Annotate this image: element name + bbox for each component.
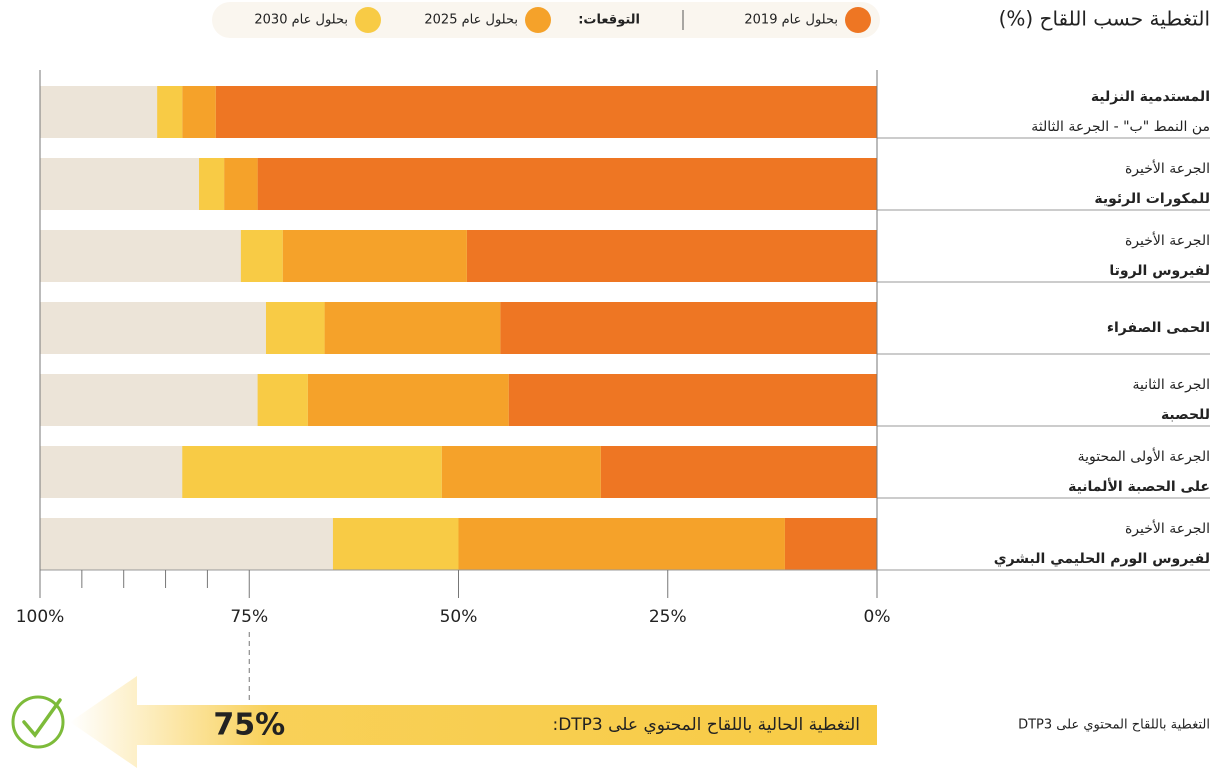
bar-segment — [458, 518, 785, 570]
bar-segment — [441, 446, 601, 498]
bar-segment — [157, 86, 183, 138]
reference-value: 75% — [213, 708, 285, 743]
bar-segment — [265, 302, 325, 354]
check-mark — [22, 698, 62, 738]
x-tick-label: 25% — [649, 607, 687, 627]
x-tick-label: 50% — [440, 607, 478, 627]
bar-segment — [224, 158, 258, 210]
category-label: من النمط "ب" - الجرعة الثالثة — [1031, 119, 1210, 135]
bar-segment — [324, 302, 501, 354]
category-label: لفيروس الروتا — [1109, 263, 1210, 279]
category-label: الجرعة الأخيرة — [1125, 159, 1210, 177]
category-label: الحمى الصفراء — [1107, 320, 1210, 336]
category-label: الجرعة الأخيرة — [1125, 519, 1210, 537]
legend-label: بحلول عام 2019 — [744, 13, 838, 28]
bar-segment — [466, 230, 877, 282]
category-label: للحصبة — [1161, 407, 1210, 423]
reference-text: التغطية الحالية باللقاح المحتوي على DTP3… — [552, 715, 860, 735]
category-label: الجرعة الأولى المحتوية — [1078, 447, 1210, 465]
bar-segment — [240, 230, 283, 282]
bar-segment — [182, 86, 216, 138]
legend-label: بحلول عام 2030 — [254, 13, 348, 28]
chart-title: التغطية حسب اللقاح (%) — [999, 7, 1210, 31]
bar-segment — [215, 86, 877, 138]
legend-label: بحلول عام 2025 — [424, 13, 518, 28]
legend-swatch — [525, 7, 551, 33]
check-icon — [11, 695, 65, 749]
category-label: المستدمية النزلية — [1091, 89, 1210, 105]
bar-segment — [199, 158, 225, 210]
category-label: لفيروس الورم الحليمي البشري — [994, 551, 1210, 568]
bar-segment — [307, 374, 509, 426]
bar-segment — [508, 374, 877, 426]
category-label: على الحصبة الألمانية — [1068, 478, 1210, 495]
reference-side-label: التغطية باللقاح المحتوي على DTP3 — [1018, 718, 1210, 733]
bar-segment — [257, 158, 877, 210]
bar-segment — [784, 518, 877, 570]
bar-segment — [500, 302, 877, 354]
legend-group-label: التوقعات: — [578, 13, 640, 28]
reference-banner — [70, 676, 877, 768]
x-tick-label: 100% — [16, 607, 65, 627]
legend-swatch — [355, 7, 381, 33]
legend-swatch — [845, 7, 871, 33]
category-label: الجرعة الأخيرة — [1125, 231, 1210, 249]
bar-segment — [282, 230, 467, 282]
bar-segment — [600, 446, 877, 498]
x-tick-label: 75% — [230, 607, 268, 627]
bar-segment — [182, 446, 442, 498]
bar-segment — [257, 374, 308, 426]
category-label: للمكورات الرئوية — [1094, 191, 1210, 207]
category-label: الجرعة الثانية — [1133, 377, 1211, 393]
x-tick-label: 0% — [864, 607, 891, 627]
bar-segment — [332, 518, 459, 570]
